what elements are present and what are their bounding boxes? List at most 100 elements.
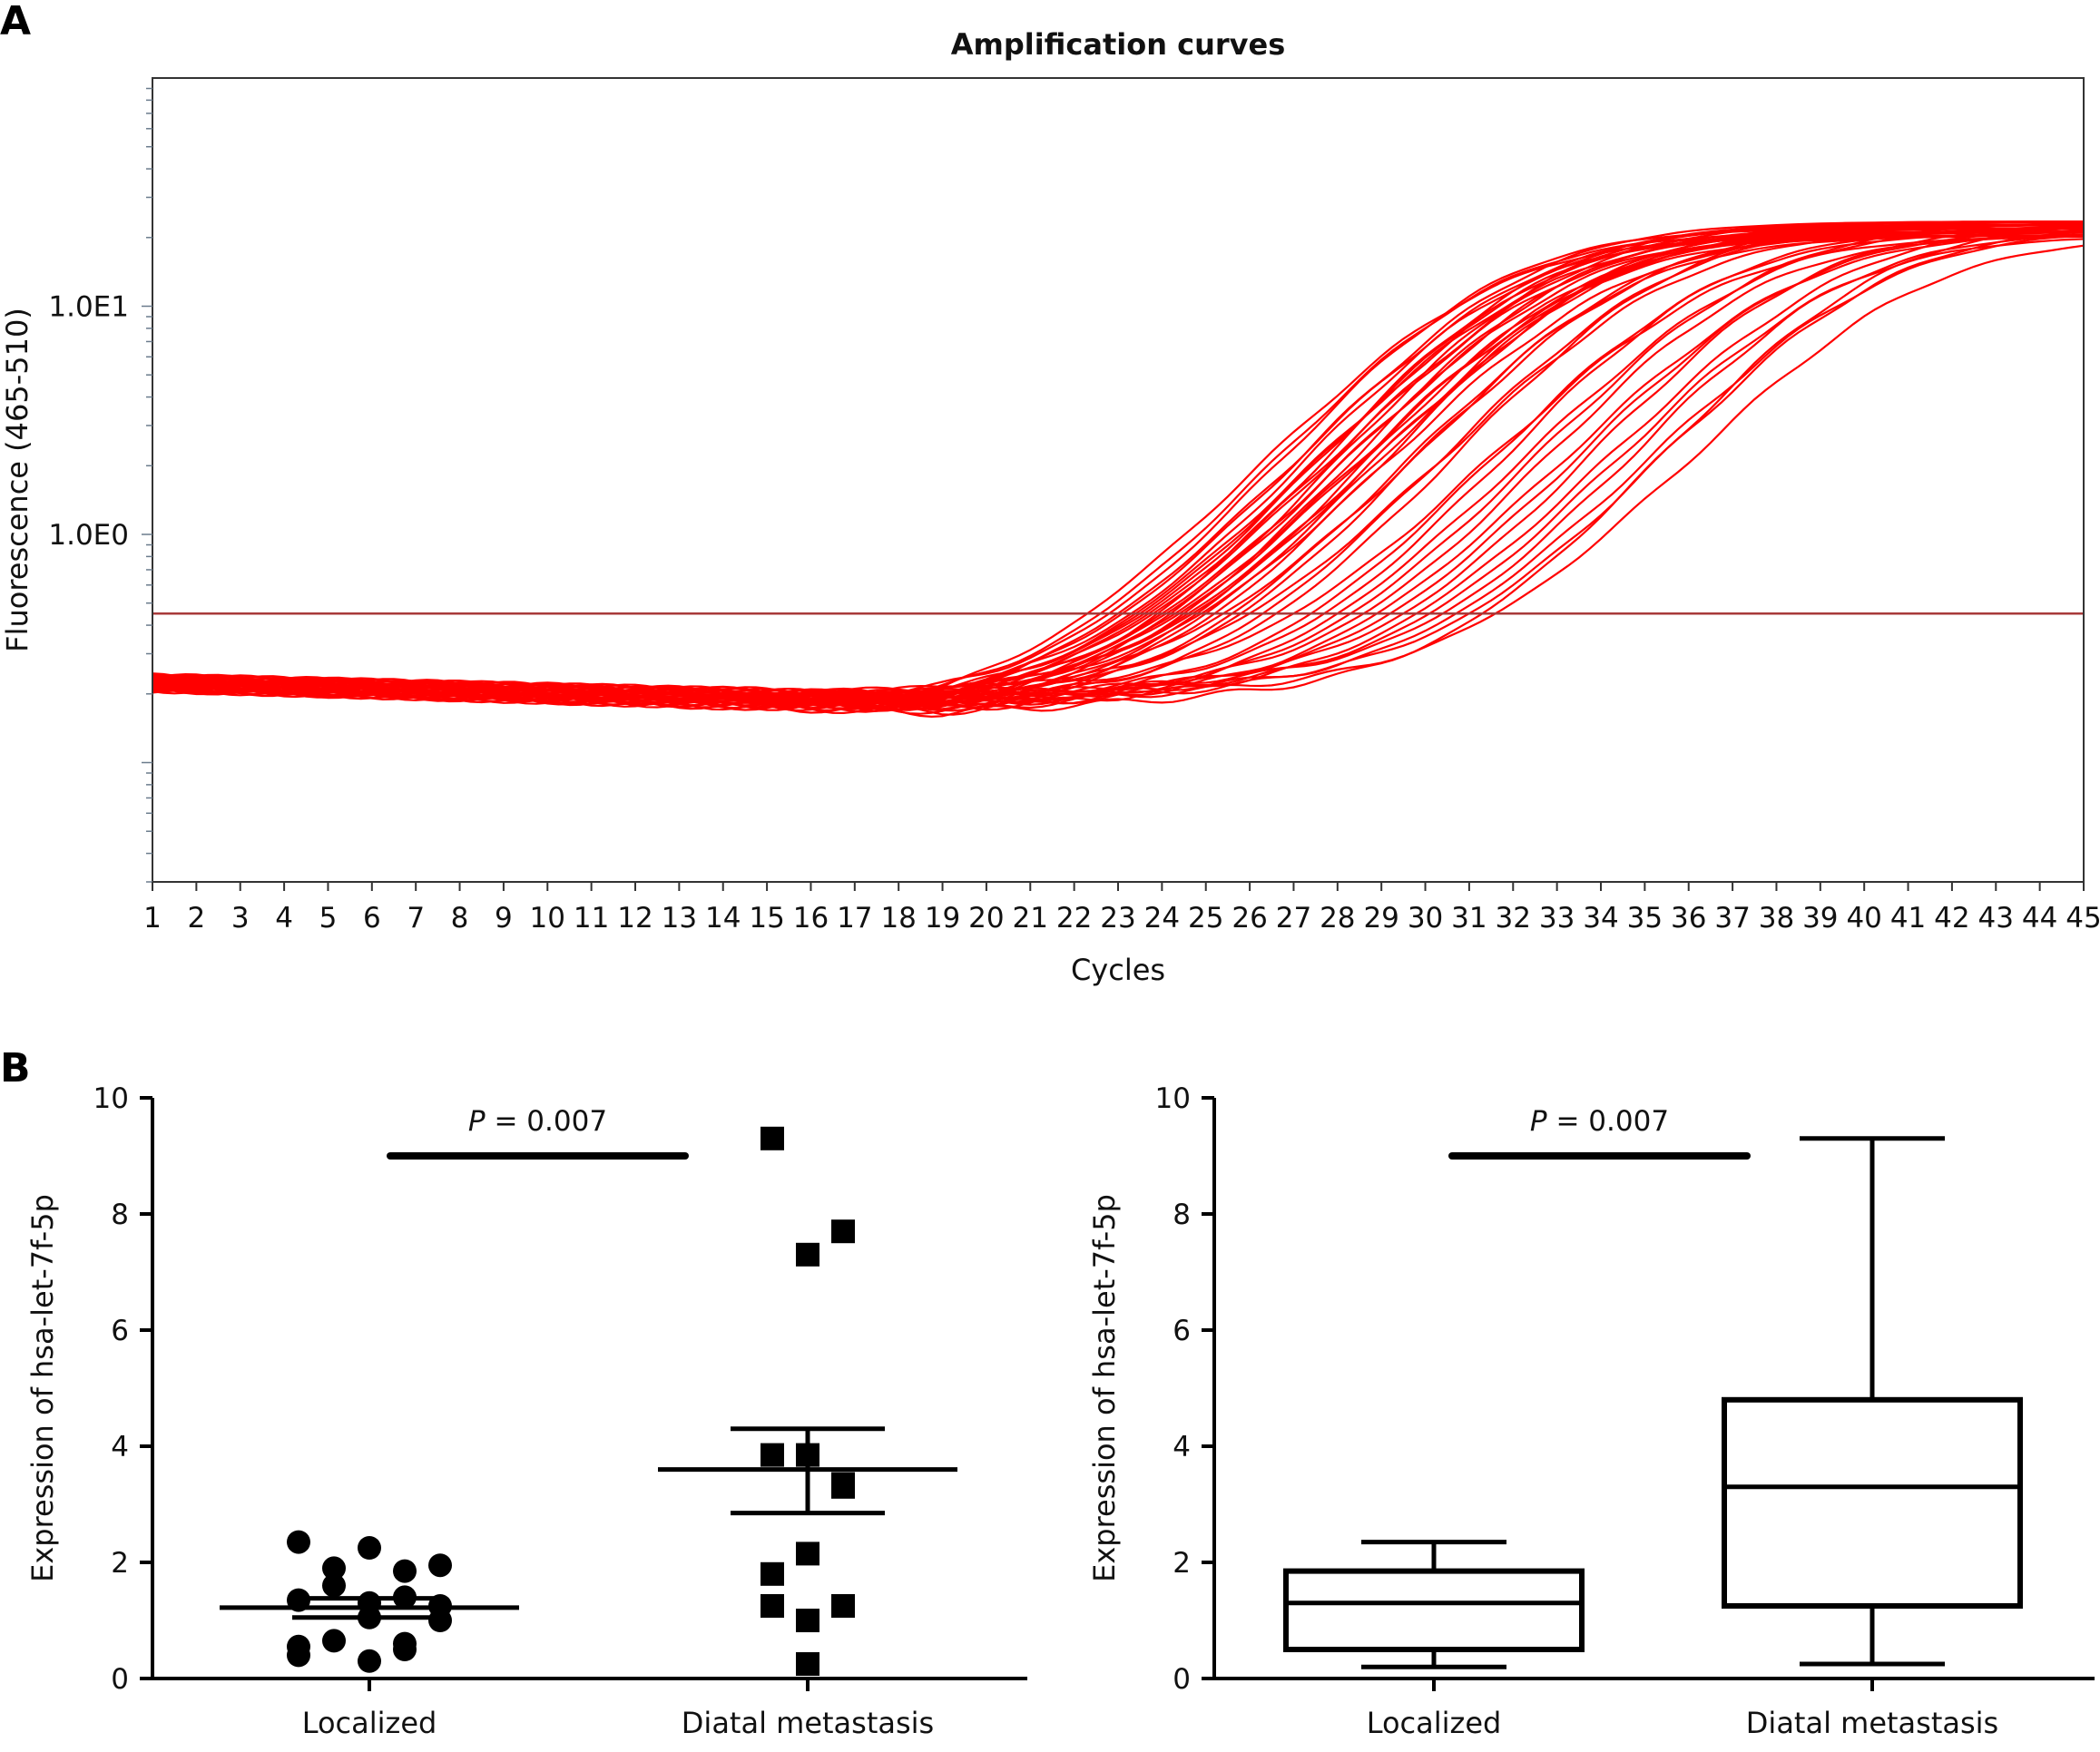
panel-label-b: B [0, 1045, 31, 1091]
y-tick-label: 1.0E1 [48, 290, 129, 323]
data-point [322, 1573, 346, 1598]
x-tick-label: 8 [451, 902, 469, 935]
iqr-box [1722, 1396, 2023, 1609]
x-tick-label: 28 [1320, 902, 1355, 935]
iqr-box [1283, 1568, 1585, 1652]
x-axis-title: Cycles [1071, 953, 1165, 987]
y-axis-title: Expression of hsa-let-7f-5p [1087, 1194, 1122, 1582]
data-point [322, 1629, 346, 1653]
p-value-text: = 0.007 [1547, 1105, 1669, 1138]
x-tick-label: 15 [749, 902, 784, 935]
series-2 [658, 1126, 957, 1676]
x-tick-label: 34 [1583, 902, 1618, 935]
x-tick-label: 14 [705, 902, 741, 935]
x-axis: 1 2 3 4 5 6 7 8 9 10 11 12 13 14 15 16 17 18 19 20 21 22 23 24 2… [143, 882, 2100, 935]
box-2 [1722, 1136, 2023, 1667]
x-tick-label: Diatal metastasis [1746, 1706, 1998, 1740]
data-point [393, 1638, 417, 1661]
x-tick-label: 17 [837, 902, 872, 935]
x-tick-label: 23 [1100, 902, 1135, 935]
x-tick-label: 20 [968, 902, 1004, 935]
x-tick-label: 1 [143, 902, 162, 935]
x-tick-label: 10 [530, 902, 565, 935]
x-tick-label: Diatal metastasis [682, 1706, 934, 1740]
x-tick-label: 22 [1056, 902, 1092, 935]
y-tick-label: 4 [111, 1431, 129, 1463]
x-tick-label: 29 [1363, 902, 1398, 935]
p-value-label: P = 0.007 [1530, 1105, 1669, 1138]
y-tick-label: 2 [111, 1547, 129, 1580]
data-point [831, 1474, 855, 1499]
x-tick-label: 19 [925, 902, 960, 935]
x-tick-label: 5 [319, 902, 338, 935]
plot-frame [152, 77, 2085, 883]
amplification-curve-40 [152, 224, 2085, 712]
amplification-curve-38 [152, 229, 2085, 708]
data-point [358, 1649, 381, 1673]
x-tick-label: 41 [1890, 902, 1926, 935]
data-point [796, 1542, 819, 1566]
x-tick-label: 36 [1671, 902, 1706, 935]
x-tick-label: 9 [495, 902, 513, 935]
x-tick-label: 30 [1408, 902, 1443, 935]
amplification-curve-45 [152, 226, 2085, 719]
data-point [831, 1594, 855, 1618]
y-tick-label: 1.0E0 [48, 519, 129, 552]
x-tick-label: 16 [793, 902, 829, 935]
chart-title: Amplification curves [951, 27, 1286, 62]
data-point [761, 1561, 784, 1586]
y-tick-label: 6 [111, 1315, 129, 1347]
x-tick-label: 39 [1802, 902, 1838, 935]
p-value-text: = 0.007 [486, 1105, 607, 1138]
amplification-curve-46 [152, 244, 2085, 710]
x-tick-label: 42 [1934, 902, 1969, 935]
x-tick-label: 11 [574, 902, 609, 935]
data-point [287, 1530, 310, 1554]
scatter-chart: 0 2 4 6 8 10 Expression of hsa-let-7f-5p Locali… [25, 1082, 1027, 1740]
x-tick-label: 21 [1013, 902, 1048, 935]
axes: 0 2 4 6 8 10 Expression of hsa-let-7f-5p [25, 1082, 1027, 1696]
y-tick-label: 8 [111, 1199, 129, 1231]
data-point [796, 1652, 819, 1676]
data-point [287, 1643, 310, 1668]
data-point [761, 1594, 784, 1618]
data-point [322, 1556, 346, 1581]
y-tick-label: 0 [1173, 1663, 1191, 1696]
x-tick-label: 43 [1978, 902, 2014, 935]
x-tick-label: 3 [231, 902, 250, 935]
y-tick-label: 10 [1155, 1082, 1191, 1115]
data-point [428, 1609, 452, 1632]
x-tick-label: 4 [275, 902, 293, 935]
amplification-curve-18 [152, 227, 2084, 710]
amplification-curve-29 [152, 224, 2085, 711]
x-tick-label: 7 [407, 902, 425, 935]
y-tick-label: 0 [111, 1663, 129, 1696]
x-tick-label: 27 [1276, 902, 1311, 935]
y-tick-label: 6 [1173, 1315, 1191, 1347]
data-point [796, 1242, 819, 1267]
x-tick-label: 32 [1496, 902, 1531, 935]
x-tick-label: 44 [2022, 902, 2057, 935]
x-tick-label: 38 [1759, 902, 1794, 935]
y-axis-title: Fluorescence (465-510) [0, 308, 34, 652]
data-point [428, 1553, 452, 1578]
x-tick-label: 12 [617, 902, 653, 935]
box-1 [1283, 1540, 1585, 1669]
y-axis: 1.0E0 1.0E1 [48, 87, 152, 883]
data-point [796, 1609, 819, 1632]
x-tick-label: 35 [1627, 902, 1663, 935]
box-chart: 0 2 4 6 8 10 Expression of hsa-let-7f-5p Locali… [1087, 1082, 2095, 1740]
amplification-curve-21 [152, 234, 2084, 709]
x-tick-label: 18 [880, 902, 916, 935]
data-point [831, 1219, 855, 1244]
y-tick-label: 4 [1173, 1431, 1191, 1463]
amplification-curve-39 [152, 226, 2085, 701]
x-tick-label: 26 [1232, 902, 1267, 935]
x-tick-label: 25 [1188, 902, 1223, 935]
p-symbol: P [468, 1105, 486, 1138]
x-tick-label: 2 [187, 902, 205, 935]
p-symbol: P [1530, 1105, 1547, 1138]
p-value-label: P = 0.007 [468, 1105, 607, 1138]
amplification-curve-35 [152, 221, 2085, 710]
